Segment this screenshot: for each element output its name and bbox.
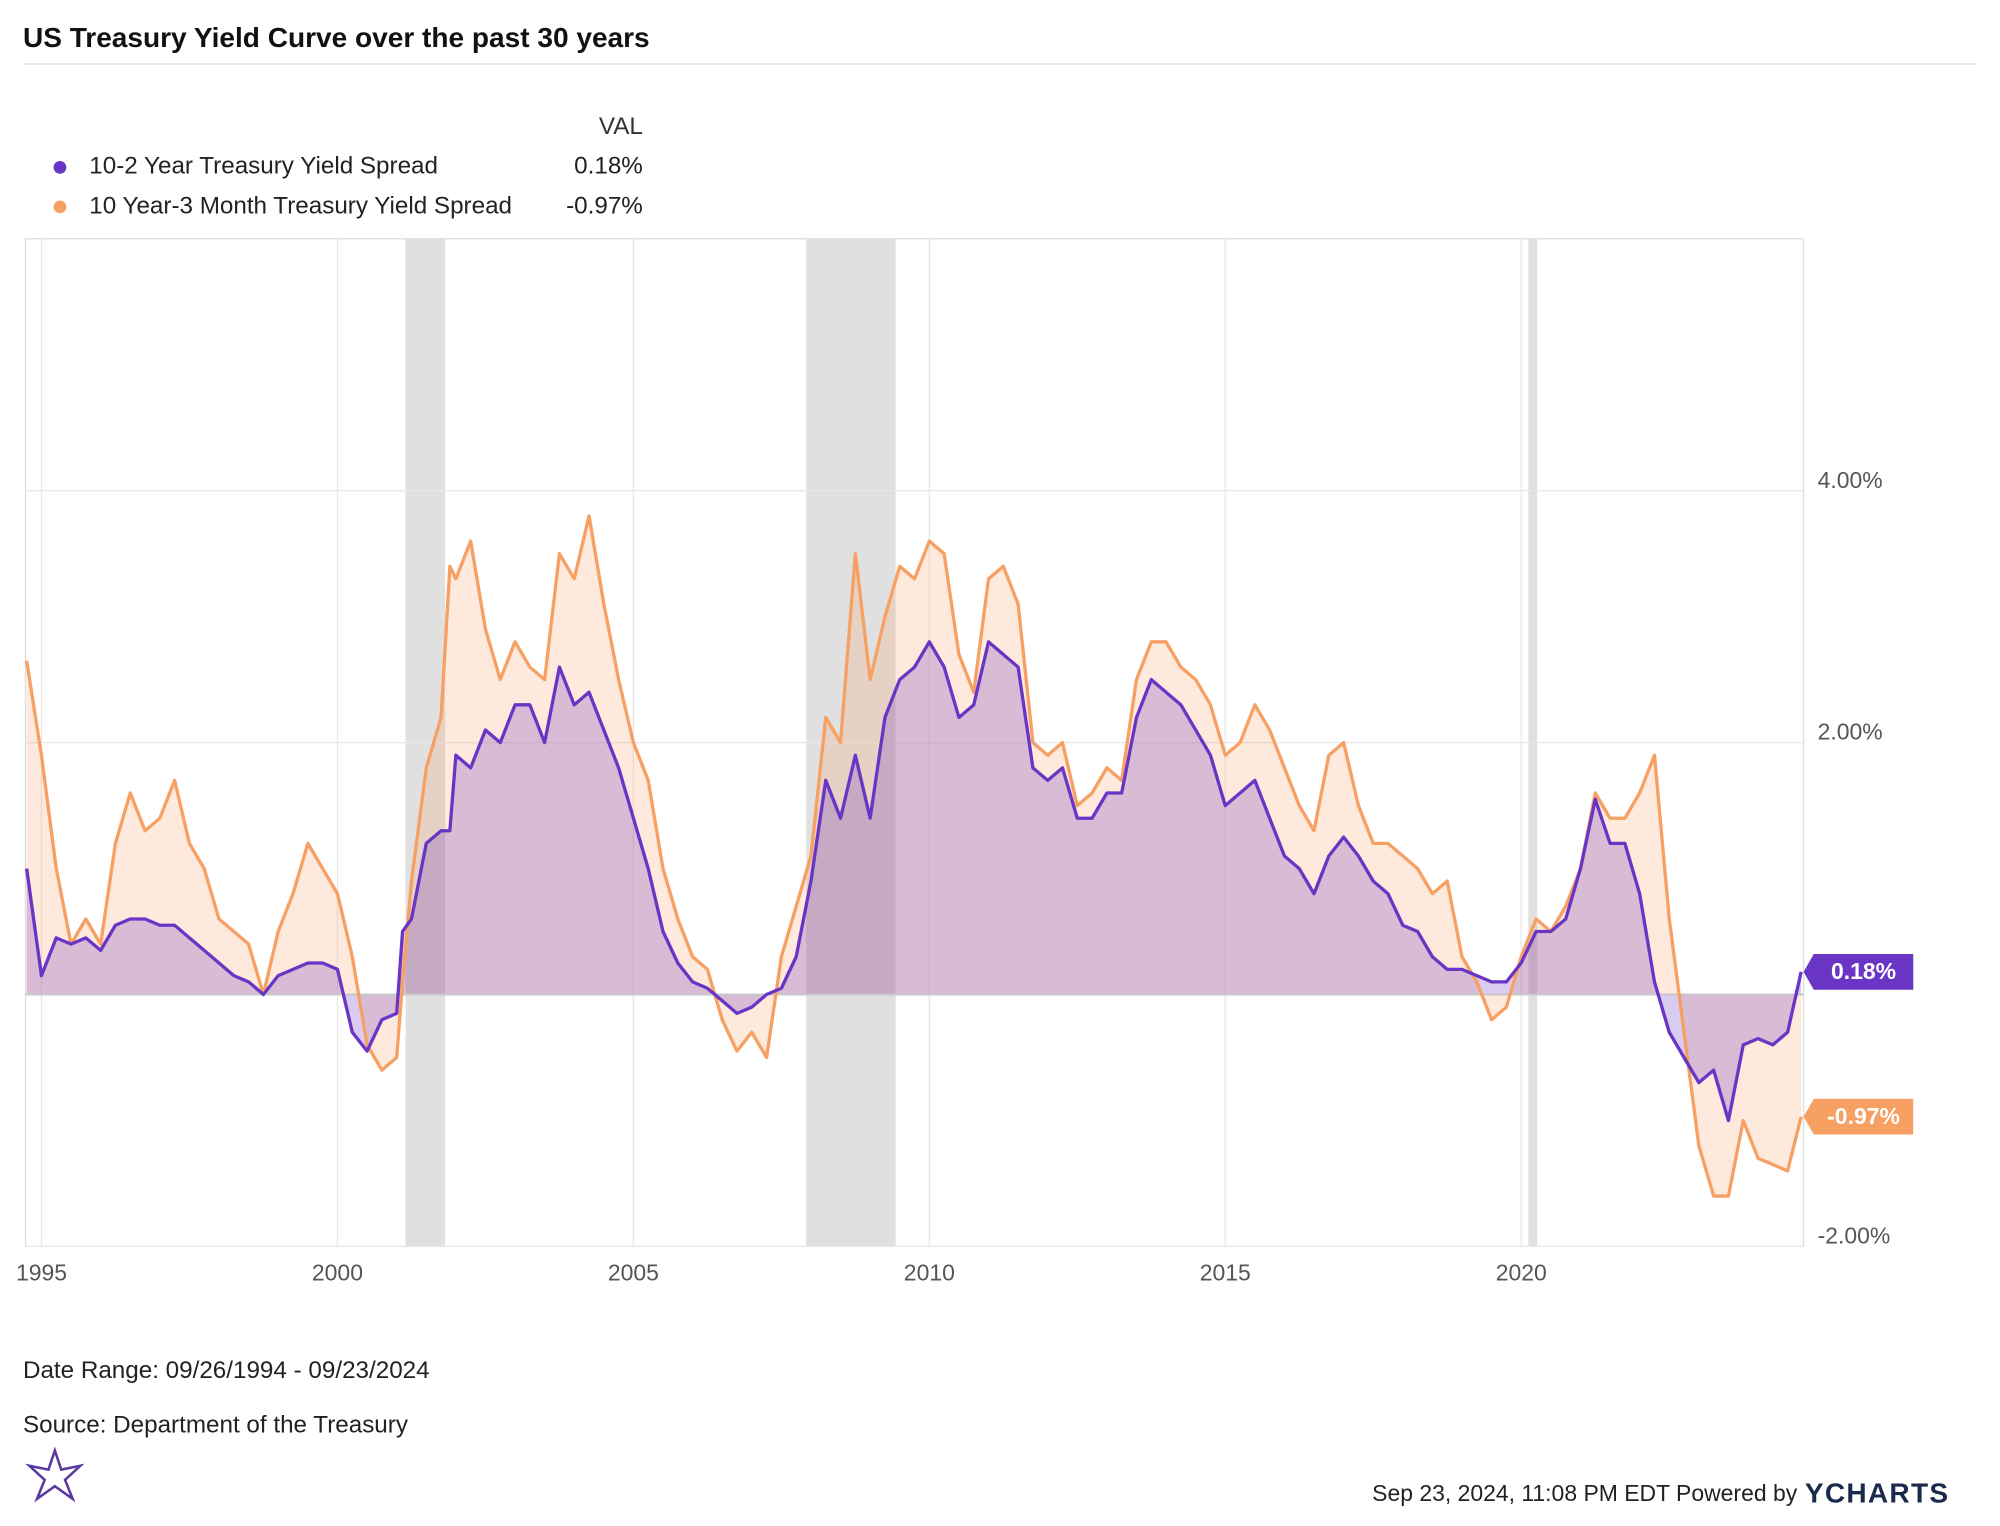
series-line (25, 640, 1803, 1123)
chart-title: US Treasury Yield Curve over the past 30… (23, 22, 650, 53)
legend-marker (53, 200, 67, 214)
brand-logo: YCHARTS (1805, 1478, 1950, 1509)
x-tick-label: 2015 (1200, 1260, 1251, 1286)
series-area (26, 515, 1802, 1197)
value-badge (1803, 1098, 1914, 1135)
y-tick-label: 2.00% (1818, 719, 1883, 745)
x-tick-label: 2010 (904, 1260, 955, 1286)
series-line (25, 514, 1803, 1198)
legend-value: -0.97% (566, 192, 643, 219)
legend-marker (53, 160, 67, 174)
legend-value: 0.18% (574, 153, 643, 180)
value-badge-label: -0.97% (1827, 1103, 1900, 1129)
x-tick-label: 2005 (608, 1260, 659, 1286)
value-badge (1803, 953, 1914, 990)
date-range: Date Range: 09/26/1994 - 09/23/2024 (23, 1357, 430, 1384)
x-tick-label: 1995 (16, 1260, 67, 1286)
legend-label: 10 Year-3 Month Treasury Yield Spread (89, 192, 512, 219)
value-badge-label: 0.18% (1831, 958, 1896, 984)
x-tick-label: 2020 (1496, 1260, 1547, 1286)
logo-icon (25, 1446, 85, 1503)
x-tick-label: 2000 (312, 1260, 363, 1286)
source: Source: Department of the Treasury (23, 1412, 409, 1439)
timestamp: Sep 23, 2024, 11:08 PM EDT Powered by (1372, 1480, 1798, 1506)
y-tick-label: 4.00% (1818, 467, 1883, 493)
plot-area: -0.97% 0.18% (25, 238, 1914, 1248)
legend-label: 10-2 Year Treasury Yield Spread (89, 153, 438, 180)
y-tick-label: -2.00% (1818, 1223, 1891, 1249)
legend-header: VAL (599, 113, 643, 140)
series-area (26, 641, 1802, 1121)
